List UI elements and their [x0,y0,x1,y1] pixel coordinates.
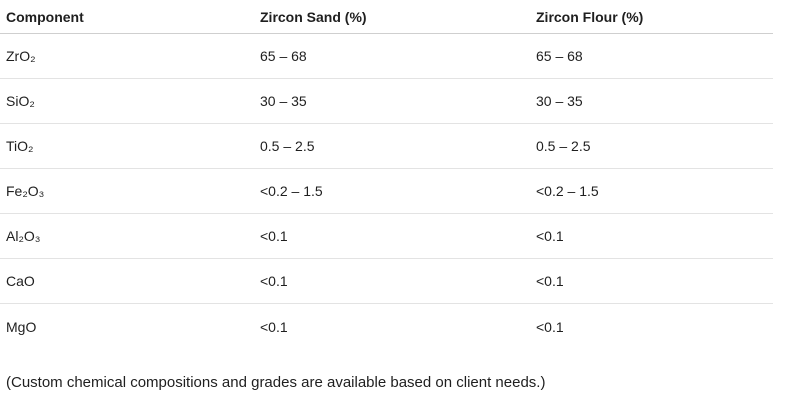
column-header-zircon-flour: Zircon Flour (%) [536,8,644,25]
component-cell: TiO₂ [6,138,34,154]
table-row: TiO₂ 0.5 – 2.5 0.5 – 2.5 [0,124,773,169]
zircon-flour-cell: <0.1 [536,318,564,335]
component-cell: CaO [6,273,35,289]
footnote: (Custom chemical compositions and grades… [6,374,546,391]
zircon-flour-cell: 65 – 68 [536,48,583,64]
zircon-sand-cell: <0.1 [260,273,288,289]
column-header-component: Component [6,8,84,25]
table-row: CaO <0.1 <0.1 [0,259,773,304]
table-header-row: Component Zircon Sand (%) Zircon Flour (… [0,0,773,34]
table-row: SiO₂ 30 – 35 30 – 35 [0,79,773,124]
component-cell: SiO₂ [6,93,35,109]
table-row: Fe₂O₃ <0.2 – 1.5 <0.2 – 1.5 [0,169,773,214]
zircon-sand-cell: <0.1 [260,318,288,335]
table-row: MgO <0.1 <0.1 [0,304,773,349]
column-header-zircon-sand: Zircon Sand (%) [260,8,367,25]
zircon-flour-cell: <0.2 – 1.5 [536,183,599,199]
component-cell: Fe₂O₃ [6,183,45,199]
zircon-sand-cell: <0.2 – 1.5 [260,183,323,199]
composition-table: Component Zircon Sand (%) Zircon Flour (… [0,0,773,349]
zircon-sand-cell: <0.1 [260,228,288,244]
zircon-flour-cell: 30 – 35 [536,93,583,109]
component-cell: Al₂O₃ [6,228,41,244]
zircon-sand-cell: 65 – 68 [260,48,307,64]
component-cell: ZrO₂ [6,48,36,64]
zircon-flour-cell: <0.1 [536,228,564,244]
table-row: ZrO₂ 65 – 68 65 – 68 [0,34,773,79]
component-cell: MgO [6,318,37,335]
zircon-flour-cell: <0.1 [536,273,564,289]
zircon-sand-cell: 30 – 35 [260,93,307,109]
zircon-flour-cell: 0.5 – 2.5 [536,138,591,154]
zircon-sand-cell: 0.5 – 2.5 [260,138,315,154]
table-row: Al₂O₃ <0.1 <0.1 [0,214,773,259]
